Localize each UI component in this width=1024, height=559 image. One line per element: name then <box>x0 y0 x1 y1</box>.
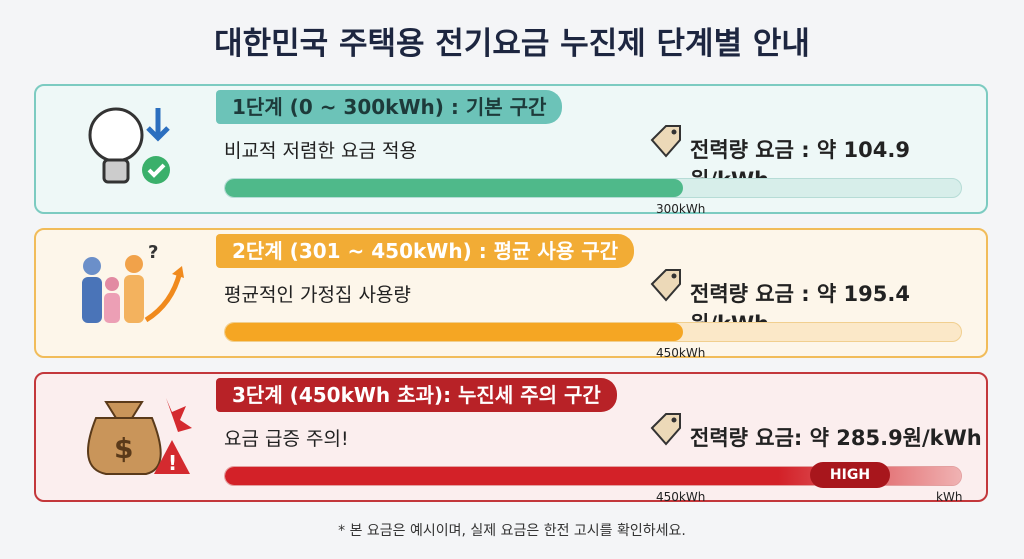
svg-text:$: $ <box>114 432 133 465</box>
bar-marker: 450kWh <box>656 346 706 360</box>
bar-end-label: kWh <box>936 490 963 504</box>
tier-label: 1단계 (0 ~ 300kWh) : 기본 구간 <box>216 90 563 124</box>
money-warning-icon: $ ! <box>87 398 192 475</box>
high-badge: HIGH <box>810 462 890 488</box>
bulb-icon <box>88 107 170 184</box>
svg-text:!: ! <box>168 451 177 475</box>
tier-label: 3단계 (450kWh 초과): 누진세 주의 구간 <box>216 378 617 412</box>
price-tag-icon <box>650 125 681 158</box>
tier-panel: $ ! 3단계 (450kWh 초과): 누진세 주의 구간 요금 급증 주의!… <box>34 372 988 504</box>
tier-label: 2단계 (301 ~ 450kWh) : 평균 사용 구간 <box>216 234 634 268</box>
progress-fill <box>225 179 683 197</box>
tier-price: 전력량 요금: 약 285.9원/kWh <box>690 426 982 450</box>
progress-fill <box>225 323 683 341</box>
price-tag-icon <box>650 413 681 446</box>
progress-bar <box>224 322 962 342</box>
progress-fill <box>225 467 961 485</box>
bar-marker: 300kWh <box>656 202 706 216</box>
price-tag-icon <box>650 269 681 302</box>
tier-description: 요금 급증 주의! <box>224 428 349 450</box>
tier-panel: ? 2단계 (301 ~ 450kWh) : 평균 사용 구간 평균적인 가정집… <box>34 228 988 360</box>
svg-text:?: ? <box>148 244 158 263</box>
family-icon: ? <box>82 244 184 323</box>
tier-description: 비교적 저렴한 요금 적용 <box>224 140 417 162</box>
tier-description: 평균적인 가정집 사용량 <box>224 284 411 306</box>
title: 대한민국 주택용 전기요금 누진제 단계별 안내 <box>214 26 810 62</box>
bar-marker: 450kWh <box>656 490 706 504</box>
progress-bar <box>224 466 962 486</box>
progress-bar <box>224 178 962 198</box>
footnote: * 본 요금은 예시이며, 실제 요금은 한전 고시를 확인하세요. <box>338 523 686 539</box>
tier-panel: 1단계 (0 ~ 300kWh) : 기본 구간 비교적 저렴한 요금 적용 전… <box>34 84 988 216</box>
